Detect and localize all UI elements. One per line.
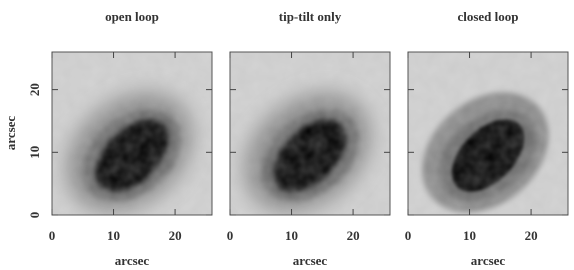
image-panel: [398, 52, 572, 237]
x-tick-label: 10: [463, 228, 476, 243]
x-tick-label: 10: [285, 228, 298, 243]
y-axis-label: arcsec: [3, 116, 18, 151]
x-axis-label: arcsec: [115, 253, 150, 268]
x-axis-label: arcsec: [293, 253, 328, 268]
image-panel: [220, 52, 394, 237]
x-axis-label: arcsec: [471, 253, 506, 268]
panel-title: open loop: [105, 9, 159, 24]
grain: [230, 52, 390, 215]
panel-title: tip-tilt only: [279, 9, 342, 24]
grain: [408, 52, 568, 215]
panel-title: closed loop: [457, 9, 518, 24]
y-tick-label: 0: [27, 212, 42, 219]
image-panel: [42, 52, 216, 237]
sunspot-image: [398, 52, 572, 237]
x-tick-label: 20: [525, 228, 538, 243]
x-tick-label: 20: [169, 228, 182, 243]
y-tick-label: 10: [27, 146, 42, 159]
sunspot-image: [42, 52, 216, 237]
x-tick-label: 0: [49, 228, 56, 243]
x-tick-label: 0: [227, 228, 234, 243]
x-tick-label: 20: [347, 228, 360, 243]
sunspot-image: [220, 52, 394, 237]
y-tick-label: 20: [27, 83, 42, 96]
grain: [52, 52, 212, 215]
figure: arcsec open loop arcsec 0 10 20 0 10 20 tip-tilt…: [0, 0, 574, 270]
x-tick-label: 10: [107, 228, 120, 243]
x-tick-label: 0: [405, 228, 412, 243]
